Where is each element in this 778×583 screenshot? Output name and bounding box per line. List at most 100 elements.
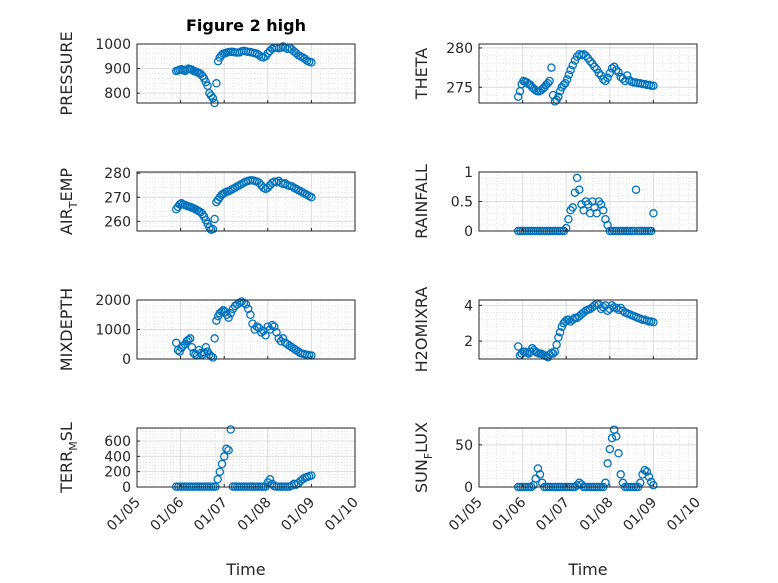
data-point: [614, 68, 623, 77]
data-point: [566, 65, 575, 75]
y-tick-label: 400: [104, 449, 131, 465]
data-point: [612, 432, 621, 441]
data-point: [554, 333, 563, 342]
data-point: [289, 344, 299, 353]
data-point: [607, 301, 617, 310]
data-point: [198, 71, 207, 81]
y-tick-label: 0.5: [451, 195, 473, 211]
y-tick-label: 1000: [95, 37, 131, 53]
data-point: [644, 472, 654, 482]
data-point: [590, 62, 599, 72]
data-point: [568, 315, 577, 324]
x-tick-label: 01/06: [148, 494, 188, 534]
data-point: [616, 470, 625, 479]
axes-frame: [136, 43, 356, 104]
x-tick-label: 01/05: [104, 495, 144, 535]
plot-area: [479, 428, 697, 487]
data-point: [605, 444, 615, 454]
data-point: [543, 79, 553, 88]
data-point: [636, 478, 645, 488]
y-tick-label: 2: [464, 334, 473, 350]
y-tick-label: 275: [446, 80, 473, 96]
y-tick-label: 800: [104, 86, 131, 102]
subplot-5: 0 1000 2000 MIXDEPTH: [57, 288, 356, 371]
data-point: [208, 353, 218, 362]
plot-area: [479, 300, 697, 359]
data-point: [575, 478, 584, 488]
plot-area: [137, 428, 355, 487]
y-tick-label: 600: [104, 434, 131, 450]
data-point: [185, 334, 195, 343]
data-point: [575, 185, 584, 194]
data-point: [187, 342, 197, 352]
data-point: [585, 57, 595, 66]
y-axis-label: H2OMIXRA: [412, 287, 431, 373]
data-point: [545, 76, 554, 86]
x-tick-label: 01/10: [322, 495, 362, 535]
data-point: [631, 185, 641, 194]
data-point: [224, 445, 233, 455]
x-tick-label: 01/08: [235, 495, 275, 535]
subplot-1: 800 900 1000 PRESSURE Figure 2 high: [57, 16, 356, 116]
data-point: [588, 197, 597, 206]
data-point: [287, 342, 297, 352]
y-tick-label: 0: [122, 480, 131, 496]
axes-frame: [478, 43, 698, 104]
data-point: [208, 224, 218, 234]
x-axis-label: Time: [567, 560, 607, 579]
y-axis-label: SUNFLUX: [412, 422, 435, 493]
data-point: [649, 209, 658, 218]
data-point: [513, 342, 523, 351]
data-point: [561, 79, 570, 88]
data-point: [603, 306, 612, 315]
data-point: [612, 65, 621, 75]
subplot-4: 0 0.5 1 RAINFALL: [412, 164, 698, 240]
data-point: [564, 315, 574, 324]
data-point: [554, 92, 563, 101]
y-axis-label: MIXDEPTH: [57, 288, 76, 371]
data-point: [307, 58, 316, 67]
data-point: [618, 478, 628, 488]
y-axis-label: RAINFALL: [412, 164, 431, 239]
data-point: [547, 63, 556, 72]
y-tick-label: 200: [104, 465, 131, 481]
data-point: [649, 481, 658, 490]
y-tick-label: 280: [104, 166, 131, 182]
data-point: [533, 464, 543, 473]
data-point: [642, 467, 652, 477]
data-point: [581, 51, 591, 61]
data-point: [307, 471, 316, 480]
data-point: [270, 322, 279, 331]
data-point: [535, 470, 545, 479]
data-point: [212, 79, 221, 88]
data-point: [199, 348, 209, 357]
data-point: [561, 223, 571, 233]
data-point: [265, 475, 275, 484]
data-point: [562, 75, 572, 84]
data-point: [594, 68, 604, 78]
y-tick-label: 260: [104, 214, 131, 230]
y-tick-label: 900: [104, 62, 131, 78]
y-axis-label: AIRTEMP: [57, 168, 80, 235]
y-axis-label: THETA: [412, 48, 431, 100]
data-point: [622, 71, 632, 80]
x-tick-label: 01/05: [446, 495, 486, 535]
y-axis-label: TERRMSL: [57, 422, 80, 494]
y-axis-label: PRESSURE: [57, 31, 76, 115]
y-tick-label: 50: [455, 438, 473, 454]
x-tick-label: 01/09: [278, 495, 318, 535]
data-point: [252, 322, 262, 331]
axes-frame: [478, 427, 698, 488]
x-tick-label: 01/07: [533, 495, 573, 535]
data-point: [206, 91, 216, 100]
data-point: [300, 54, 310, 64]
data-point: [226, 309, 235, 318]
subplot-3: 260 270 280 AIRTEMP: [57, 166, 356, 235]
subplot-2: 275 280 THETA: [412, 41, 698, 106]
data-point: [307, 193, 316, 202]
data-point: [590, 301, 599, 310]
data-point: [618, 306, 628, 315]
y-tick-label: 1: [464, 165, 473, 181]
data-point: [239, 298, 249, 308]
